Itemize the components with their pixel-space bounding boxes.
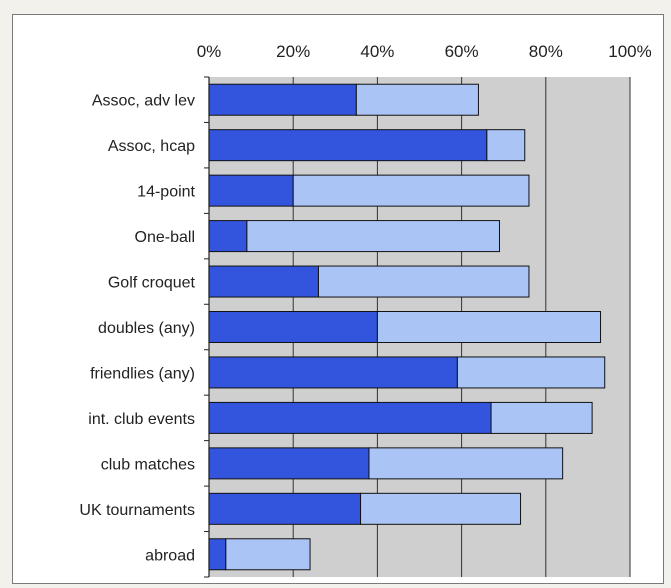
category-labels: Assoc, adv lev Assoc, hcap 14-point One-bal…: [79, 93, 195, 565]
x-tick-label: 20%: [276, 42, 310, 61]
bar-segment-1: [208, 447, 370, 480]
bar-segment-2: [292, 174, 530, 207]
bar-segment-1: [208, 492, 362, 525]
bar-segment-2: [246, 220, 500, 253]
category-label: 14-point: [137, 184, 195, 201]
x-tick-label: 100%: [608, 42, 651, 61]
category-label: Golf croquet: [108, 275, 196, 292]
bars: [208, 83, 606, 571]
bar-segment-2: [368, 447, 564, 480]
bar-segment-2: [225, 538, 311, 571]
bar-segment-2: [456, 356, 606, 389]
bar-segment-2: [490, 401, 593, 434]
bar-segment-1: [208, 356, 458, 389]
bar-segment-1: [208, 538, 227, 571]
bar-segment-2: [355, 83, 479, 116]
category-label: friendlies (any): [90, 365, 195, 382]
bar-segment-1: [208, 83, 357, 116]
category-label: int. club events: [88, 411, 195, 428]
category-label: One-ball: [135, 229, 195, 246]
bar-segment-1: [208, 401, 492, 434]
bar-segment-1: [208, 265, 319, 298]
bar-segment-1: [208, 129, 488, 162]
category-label: club matches: [101, 456, 195, 473]
bar-segment-1: [208, 220, 248, 253]
bar-segment-2: [360, 492, 522, 525]
category-label: Assoc, adv lev: [92, 93, 195, 110]
x-tick-label: 60%: [445, 42, 479, 61]
x-tick-labels: 0% 20% 40% 60% 80% 100%: [197, 42, 652, 61]
x-tick-label: 40%: [360, 42, 394, 61]
bar-segment-2: [376, 311, 602, 343]
category-label: UK tournaments: [79, 502, 195, 519]
bar-segment-1: [208, 174, 294, 207]
category-label: abroad: [145, 547, 195, 564]
category-label: Assoc, hcap: [108, 138, 195, 155]
bar-segment-1: [208, 311, 378, 343]
category-label: doubles (any): [98, 320, 195, 337]
bar-segment-2: [317, 265, 530, 298]
bar-segment-2: [486, 129, 526, 162]
x-tick-label: 0%: [197, 42, 222, 61]
stacked-bar-chart: 0% 20% 40% 60% 80% 100% Assoc, adv levAssoc, …: [79, 42, 652, 578]
x-tick-label: 80%: [529, 42, 563, 61]
chart-frame: 0% 20% 40% 60% 80% 100% Assoc, adv lev Assoc, …: [12, 14, 664, 584]
